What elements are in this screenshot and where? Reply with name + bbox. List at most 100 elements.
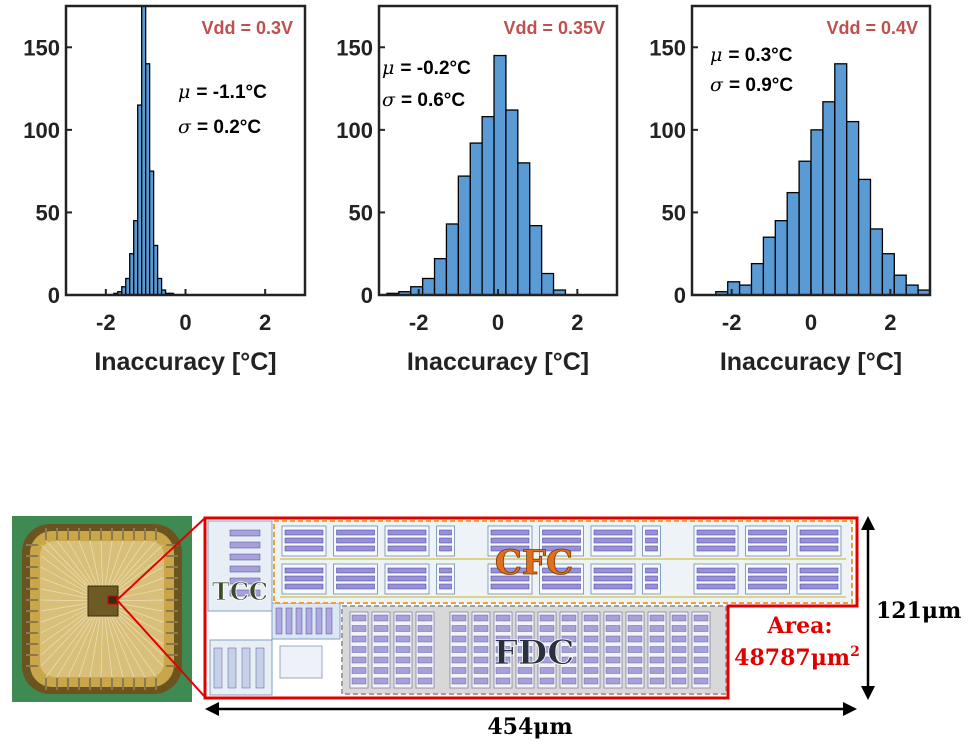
fdc-cell (373, 646, 389, 653)
cfc-cell-stripe (336, 545, 375, 552)
cfc-cell-stripe (490, 545, 530, 552)
cfc-cell-stripe (748, 567, 787, 574)
histogram-panel-1: 0 50 100 150 -2 0 2 Inaccuracy [°C] Vdd = 0.3V μ … (23, 4, 307, 376)
fdc-cell (693, 677, 709, 685)
x-tick-label: -2 (96, 310, 116, 335)
fdc-cell (451, 635, 467, 643)
fdc-cell (693, 614, 709, 622)
cfc-cell-stripe (542, 545, 581, 552)
sigma-label: σ = 0.2°C (178, 116, 261, 138)
cfc-cell-stripe (593, 567, 633, 574)
zoom-line-bottom (116, 599, 206, 698)
mu-label: μ = -0.2°C (382, 57, 471, 79)
fdc-cell (605, 614, 621, 622)
fdc-cell (627, 656, 643, 664)
y-tick-label: 100 (336, 118, 373, 143)
fdc-cell (495, 677, 511, 685)
fdc-cell (539, 625, 555, 632)
tcc-cell (229, 529, 261, 537)
x-tick-label: 0 (492, 310, 504, 335)
cfc-cell-stripe (490, 567, 530, 574)
fdc-cell (351, 635, 367, 643)
fdc-cell (451, 656, 467, 664)
fdc-cell (605, 677, 621, 685)
fdc-cell (373, 625, 389, 632)
tcc-cell (315, 607, 323, 635)
fdc-cell (693, 635, 709, 643)
fdc-cell (473, 656, 489, 664)
sigma-label: σ = 0.6°C (382, 89, 465, 111)
fdc-cell (451, 677, 467, 685)
fdc-cell (561, 667, 577, 674)
fdc-cell (395, 625, 411, 632)
fdc-cell (517, 667, 533, 674)
fdc-cell (693, 625, 709, 632)
fdc-cell (605, 625, 621, 632)
tcc-cell (241, 647, 251, 689)
tcc-cell (295, 607, 303, 635)
cfc-cell-stripe (387, 529, 427, 536)
fdc-cell (417, 677, 433, 685)
fdc-cell (395, 667, 411, 674)
fdc-cell (451, 646, 467, 653)
cfc-cell-stripe (387, 575, 427, 582)
fdc-cell (395, 656, 411, 664)
fdc-cell (373, 667, 389, 674)
die-photo (12, 516, 192, 702)
cfc-cell-stripe (490, 537, 530, 544)
y-tick-label: 0 (361, 283, 373, 308)
cfc-cell-stripe (645, 575, 658, 582)
area-label: Area: (766, 613, 832, 639)
fdc-cell (539, 677, 555, 685)
zoom-line-top (116, 517, 206, 601)
histogram-panel-3: 0 50 100 150 -2 0 2 Inaccuracy [°C] Vdd = 0.4V μ … (649, 4, 932, 376)
sigma-label: σ = 0.9°C (710, 74, 793, 96)
cfc-cell-stripe (542, 529, 581, 536)
fdc-cell (373, 656, 389, 664)
cfc-cell-stripe (593, 583, 633, 590)
cfc-cell-stripe (799, 583, 839, 590)
height-label: 121μm (876, 598, 961, 624)
fdc-cell (351, 656, 367, 664)
y-tick-label: 100 (23, 118, 60, 143)
fdc-cell (605, 667, 621, 674)
x-tick-label: -2 (409, 310, 429, 335)
cfc-cell-stripe (387, 537, 427, 544)
mu-label: μ = -1.1°C (178, 81, 267, 103)
height-dimension (861, 516, 875, 700)
cfc-cell-stripe (645, 545, 658, 552)
fdc-cell (395, 614, 411, 622)
fdc-cell (417, 667, 433, 674)
cfc-cell-stripe (748, 537, 787, 544)
fdc-cell (693, 646, 709, 653)
fdc-cell (417, 635, 433, 643)
x-tick-label: -2 (722, 310, 742, 335)
y-tick-label: 0 (48, 283, 60, 308)
fdc-cell (649, 625, 665, 632)
fdc-cell (473, 677, 489, 685)
x-tick-label: 2 (259, 310, 271, 335)
cfc-cell-stripe (336, 537, 375, 544)
fdc-cell (417, 625, 433, 632)
fdc-cell (473, 635, 489, 643)
fdc-cell (451, 625, 467, 632)
fdc-cell (583, 656, 599, 664)
fdc-cell (605, 635, 621, 643)
x-axis-label: Inaccuracy [°C] (407, 348, 589, 376)
fdc-cell (583, 625, 599, 632)
cfc-cell-stripe (284, 537, 324, 544)
fdc-cell (451, 667, 467, 674)
tcc-cell (285, 607, 293, 635)
fdc-cell (605, 646, 621, 653)
y-tick-label: 0 (674, 283, 686, 308)
cfc-cell-stripe (439, 575, 452, 582)
cfc-cell-stripe (439, 545, 452, 552)
fdc-cell (583, 646, 599, 653)
y-tick-label: 50 (36, 200, 60, 225)
fdc-cell (627, 635, 643, 643)
fdc-cell (351, 677, 367, 685)
fdc-cell (517, 635, 533, 643)
fdc-cell (671, 646, 687, 653)
cfc-cell-stripe (696, 529, 736, 536)
cfc-cell-stripe (593, 545, 633, 552)
